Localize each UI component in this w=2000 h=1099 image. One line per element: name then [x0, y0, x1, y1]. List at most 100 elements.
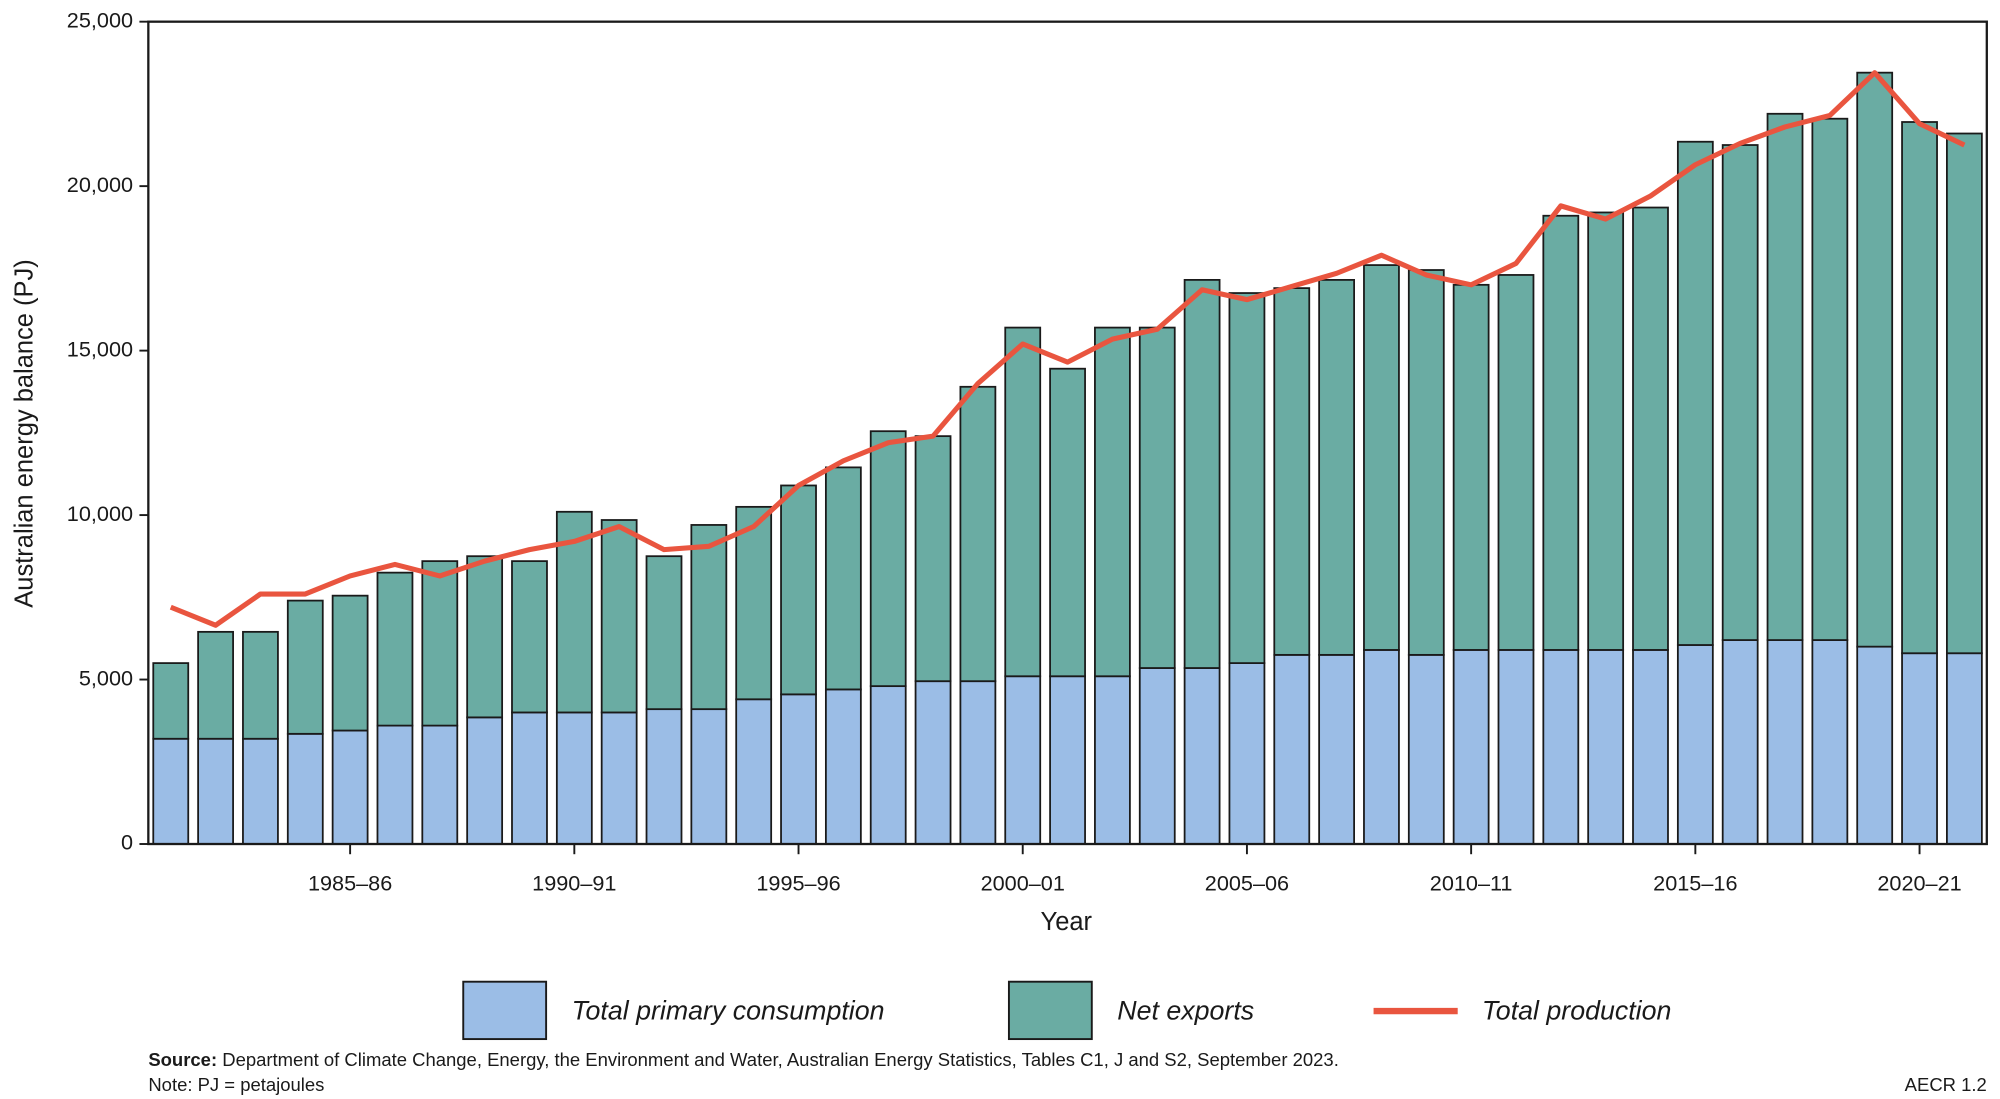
legend-swatch — [1007, 980, 1093, 1041]
bar — [1587, 211, 1625, 651]
bar — [197, 630, 234, 740]
bar — [1363, 649, 1400, 845]
x-tick-label: 2020–21 — [1877, 871, 1961, 896]
line — [169, 70, 1966, 628]
bar — [1542, 214, 1580, 651]
x-tick-label: 2000–01 — [981, 871, 1065, 896]
x-tick-label: 1985–86 — [308, 871, 392, 896]
x-tick-label: 2005–06 — [1205, 871, 1289, 896]
bar — [466, 716, 504, 845]
bar — [1856, 71, 1894, 648]
y-axis-title: Australian energy balance (PJ) — [11, 259, 39, 607]
bar — [242, 630, 279, 740]
bar — [331, 729, 369, 845]
note: Note: PJ = petajoules — [148, 1074, 324, 1095]
bar — [959, 385, 997, 683]
y-tick-label: 25,000 — [67, 7, 133, 32]
bar — [1228, 662, 1266, 845]
bar — [376, 571, 414, 727]
bar — [242, 737, 279, 845]
bar — [1004, 675, 1042, 845]
bar — [1138, 667, 1176, 845]
bar — [869, 685, 907, 845]
bar — [1049, 367, 1086, 678]
bar — [600, 519, 638, 714]
bar — [1542, 649, 1580, 845]
figure-id: AECR 1.2 — [1905, 1074, 1987, 1095]
bar — [1363, 264, 1400, 651]
bar — [1901, 652, 1938, 845]
y-tick-label: 10,000 — [67, 501, 133, 526]
bar — [197, 737, 234, 845]
bar — [1676, 644, 1714, 845]
bar — [824, 688, 862, 845]
x-tick-label: 1990–91 — [532, 871, 616, 896]
bar — [1811, 117, 1849, 641]
bar — [1452, 283, 1490, 651]
bar — [690, 708, 728, 845]
legend-swatch — [462, 980, 548, 1041]
bar — [1318, 653, 1355, 845]
bar — [1946, 652, 1983, 845]
y-tick-label: 5,000 — [79, 665, 133, 690]
bar — [152, 737, 190, 845]
bar — [869, 430, 907, 688]
bar — [286, 732, 324, 845]
bar — [1766, 112, 1804, 641]
source-text: Department of Climate Change, Energy, th… — [222, 1049, 1339, 1070]
bar — [555, 711, 593, 845]
x-axis-title: Year — [1041, 908, 1093, 936]
bar — [1094, 675, 1131, 845]
bar — [645, 708, 683, 845]
bar — [1721, 639, 1759, 845]
bar — [735, 698, 773, 845]
x-tick-label: 2010–11 — [1430, 871, 1513, 896]
source: Source: Department of Climate Change, En… — [148, 1049, 1339, 1070]
bar — [1587, 649, 1625, 845]
bar — [780, 693, 817, 845]
bar — [1497, 649, 1535, 845]
bar — [421, 724, 459, 845]
x-tick-label: 1995–96 — [756, 871, 840, 896]
bar — [735, 505, 773, 701]
bar — [511, 560, 548, 714]
bar — [1766, 639, 1804, 845]
bar — [1811, 639, 1849, 845]
bar — [600, 711, 638, 845]
legend-label: Net exports — [1117, 995, 1254, 1025]
y-tick-label: 0 — [121, 830, 133, 855]
bar — [1273, 287, 1311, 656]
legend-label: Total production — [1482, 995, 1671, 1025]
bar — [1497, 274, 1535, 651]
bar — [1183, 278, 1221, 669]
bar — [1138, 326, 1176, 669]
bar — [1856, 645, 1894, 845]
bar — [1228, 292, 1266, 664]
bar — [331, 594, 369, 732]
bar — [1318, 278, 1355, 656]
bar — [421, 560, 459, 727]
bar — [645, 555, 683, 711]
bar — [914, 435, 952, 683]
bar — [286, 599, 324, 735]
bar — [1407, 653, 1445, 845]
bar — [1004, 326, 1042, 678]
bar — [376, 724, 414, 845]
bar — [824, 466, 862, 691]
bar — [1721, 144, 1759, 641]
bar — [1946, 132, 1983, 655]
bar — [780, 484, 817, 696]
bar — [1407, 269, 1445, 656]
bar — [1049, 675, 1086, 845]
bar — [1901, 121, 1938, 655]
bar — [690, 524, 728, 711]
x-tick-label: 2015–16 — [1653, 871, 1737, 896]
bar — [959, 680, 997, 845]
bar — [1632, 649, 1669, 845]
bar — [914, 680, 952, 845]
plot-frame — [147, 20, 1988, 846]
bar — [152, 662, 190, 740]
legend-label: Total primary consumption — [572, 995, 885, 1025]
